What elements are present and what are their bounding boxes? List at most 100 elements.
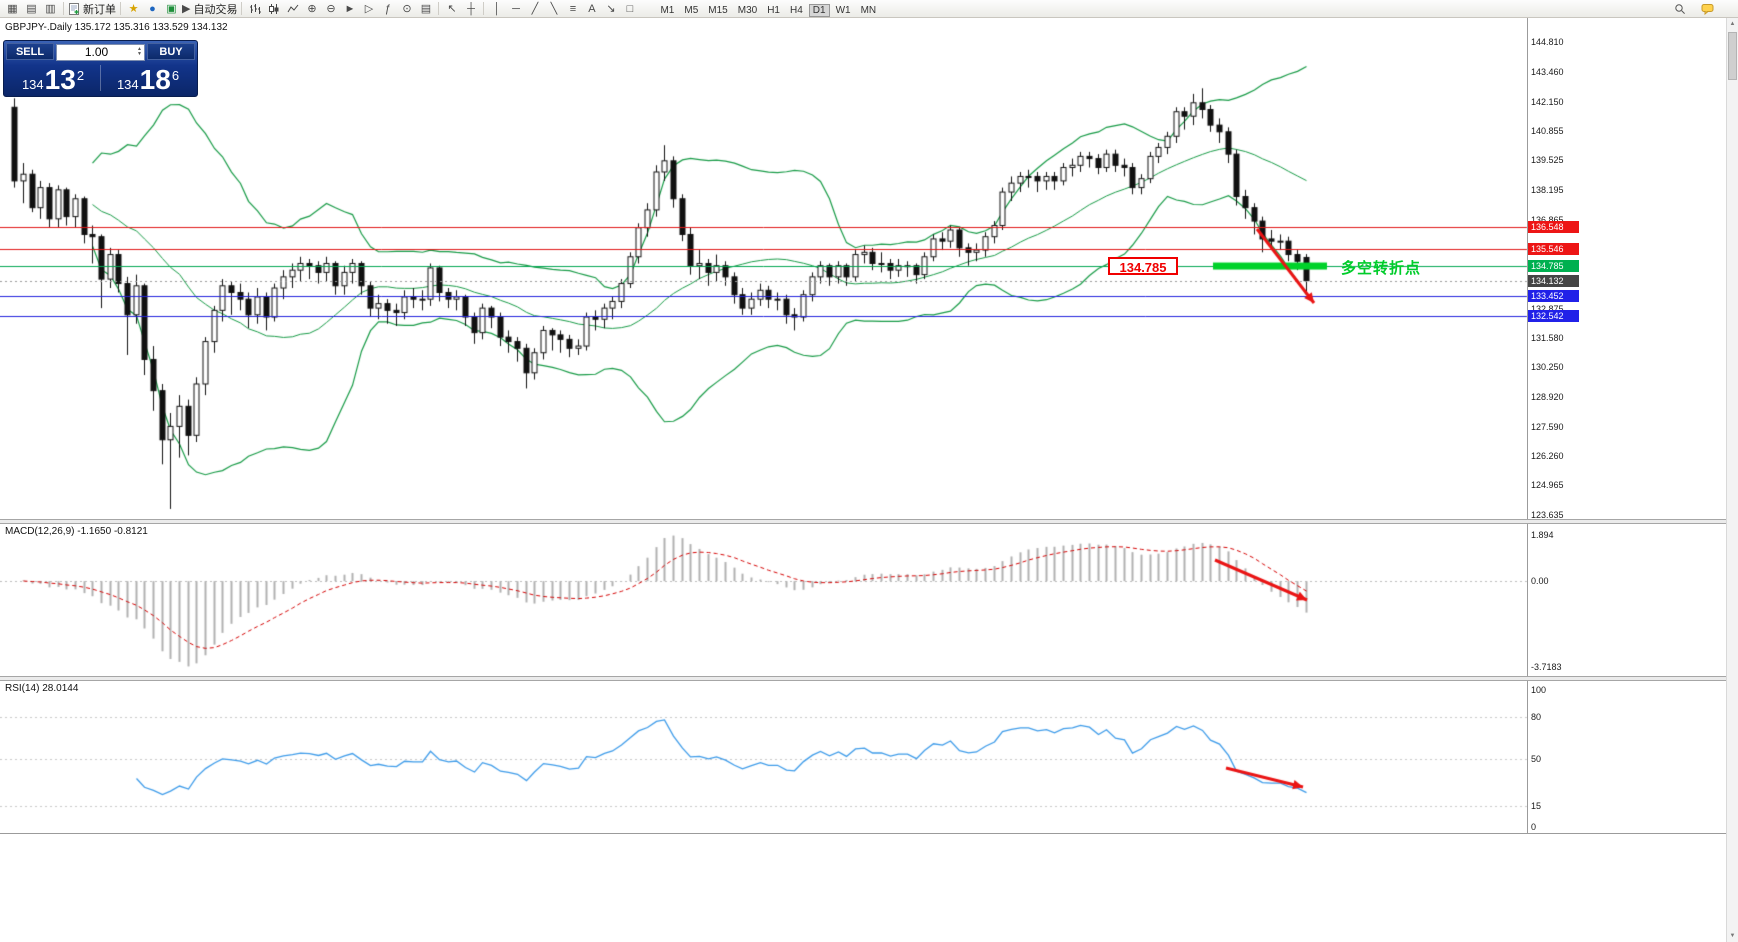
price-axis-border xyxy=(1527,18,1528,833)
price-axis-label: 131.580 xyxy=(1531,333,1564,343)
toolbar-separator xyxy=(438,2,440,15)
price-divider xyxy=(100,65,101,91)
price-axis-label: 136.865 xyxy=(1531,215,1564,225)
fibonacci-icon[interactable]: ≡ xyxy=(569,2,577,15)
new-order-label: 新订单 xyxy=(83,3,116,16)
timeframe-button-W1[interactable]: W1 xyxy=(835,4,851,16)
price-axis-label: 127.590 xyxy=(1531,422,1564,432)
timeframe-button-D1[interactable]: D1 xyxy=(808,3,830,17)
price-axis-label: 138.195 xyxy=(1531,185,1564,195)
templates-icon[interactable]: ▤ xyxy=(420,3,432,15)
chat-icon[interactable] xyxy=(1698,1,1717,16)
bar-chart-type-icon[interactable] xyxy=(245,1,264,16)
timeframe-button-MN[interactable]: MN xyxy=(860,4,877,16)
quote-prices: 134 13 2 134 18 6 xyxy=(6,60,195,96)
bid-price[interactable]: 134 13 2 xyxy=(6,65,100,93)
scrollbar-thumb[interactable] xyxy=(1728,32,1737,80)
ask-big-figure: 134 xyxy=(116,76,139,92)
timeframe-button-M1[interactable]: M1 xyxy=(660,4,675,16)
macd-scale-label: 1.894 xyxy=(1531,530,1554,540)
cursor-icon[interactable]: ↖ xyxy=(447,3,457,15)
indicators-icon[interactable]: ƒ xyxy=(384,2,392,15)
spinner-down-icon[interactable]: ▼ xyxy=(137,50,142,57)
timeframe-button-M30[interactable]: M30 xyxy=(737,4,758,16)
trendline-icon[interactable]: ╱ xyxy=(531,3,539,15)
line-chart-type-icon[interactable] xyxy=(283,1,302,16)
rsi-scale-label: 15 xyxy=(1531,801,1542,811)
price-axis-label: 126.260 xyxy=(1531,451,1564,461)
timeframe-button-M5[interactable]: M5 xyxy=(684,4,699,16)
auto-trading-play-icon: ▶ xyxy=(182,3,191,15)
zoom-out-icon[interactable]: ⊖ xyxy=(326,3,336,15)
shapes-tool-icon[interactable]: □ xyxy=(626,2,634,15)
profiles-icon[interactable]: ▥ xyxy=(45,3,56,15)
buy-button[interactable]: BUY xyxy=(147,43,195,60)
channel-icon[interactable]: ╲ xyxy=(550,3,558,15)
price-axis-label: 132.875 xyxy=(1531,304,1564,314)
new-order-icon xyxy=(69,2,79,15)
chart-shift-icon[interactable]: ▷ xyxy=(364,3,374,15)
bid-big-figure: 134 xyxy=(21,76,44,92)
zoom-in-icon[interactable]: ⊕ xyxy=(307,3,317,15)
toolbar-right-icons xyxy=(1670,1,1717,16)
arrows-tool-icon[interactable]: ↘ xyxy=(606,3,616,15)
price-axis-label: 143.460 xyxy=(1531,67,1564,77)
ask-price[interactable]: 134 18 6 xyxy=(101,65,195,93)
date-axis-border xyxy=(0,833,1727,834)
price-tag: 132.542 xyxy=(1528,310,1579,322)
price-axis-label: 144.810 xyxy=(1531,37,1564,47)
candlestick-chart-type-icon[interactable] xyxy=(264,1,283,16)
price-tag: 134.132 xyxy=(1528,275,1579,287)
toolbar-separator xyxy=(63,2,64,15)
bid-pipette: 2 xyxy=(76,67,85,83)
price-tag: 136.548 xyxy=(1528,221,1579,233)
data-window-icon[interactable]: ▣ xyxy=(166,3,177,15)
macd-scale-label: 0.00 xyxy=(1531,576,1549,586)
toolbar-separator xyxy=(241,2,243,15)
text-tool-icon[interactable]: A xyxy=(588,2,596,15)
rsi-title: RSI(14) 28.0144 xyxy=(5,683,79,694)
timeframe-button-H4[interactable]: H4 xyxy=(789,4,803,16)
price-axis-label: 123.635 xyxy=(1531,510,1564,520)
ask-pipette: 6 xyxy=(171,67,180,83)
volume-spinner[interactable]: ▲ ▼ xyxy=(135,44,144,59)
vertical-line-icon[interactable]: │ xyxy=(493,2,501,15)
price-axis-label: 140.855 xyxy=(1531,126,1564,136)
scroll-down-icon[interactable]: ▼ xyxy=(1729,933,1736,939)
price-tag: 135.546 xyxy=(1528,243,1579,255)
volume-input[interactable] xyxy=(56,43,145,61)
rsi-scale-label: 80 xyxy=(1531,712,1542,722)
rsi-scale-label: 0 xyxy=(1531,822,1537,832)
periods-icon[interactable]: ⊙ xyxy=(402,3,412,15)
timeframe-button-H1[interactable]: H1 xyxy=(767,4,780,16)
price-axis-label: 139.525 xyxy=(1531,155,1564,165)
panel-divider[interactable] xyxy=(0,676,1727,681)
vertical-scrollbar[interactable]: ▲ ▼ xyxy=(1726,18,1738,942)
auto-trading-label: 自动交易 xyxy=(193,3,238,16)
new-chart-icon[interactable]: ▤ xyxy=(26,3,37,15)
scroll-up-icon[interactable]: ▲ xyxy=(1729,21,1736,27)
crosshair-icon[interactable]: ┼ xyxy=(467,2,475,15)
price-tag: 134.785 xyxy=(1528,260,1579,272)
macd-scale-label: -3.7183 xyxy=(1531,662,1562,672)
price-axis-label: 130.250 xyxy=(1531,362,1564,372)
one-click-trading-panel: SELL ▲▼ BUY 134 13 2 134 18 6 xyxy=(3,40,198,97)
timeframe-button-M15[interactable]: M15 xyxy=(708,4,728,16)
sell-button[interactable]: SELL xyxy=(6,43,54,60)
rsi-scale-label: 50 xyxy=(1531,754,1542,764)
search-icon[interactable] xyxy=(1670,1,1689,16)
price-axis-label: 128.920 xyxy=(1531,392,1564,402)
horizontal-line-icon[interactable]: ─ xyxy=(512,2,520,15)
auto-trading-button[interactable]: ▶ 自动交易 xyxy=(181,1,238,16)
auto-scroll-icon[interactable]: ► xyxy=(344,2,356,15)
favorites-icon[interactable]: ★ xyxy=(128,3,139,15)
timeframe-group: M1 M5 M15 M30 H1 H4 D1 W1 MN xyxy=(655,0,881,18)
new-order-button[interactable]: 新订单 xyxy=(67,1,117,16)
panel-divider[interactable] xyxy=(0,519,1727,524)
chart-window-icon[interactable]: ▦ xyxy=(7,3,18,15)
toolbar: ▦ ▤ ▥ 新订单 ★ ● ▣ ▶ 自动交易 ⊕ ⊖ ► ▷ ƒ ⊙ ▤ ↖ ┼… xyxy=(0,0,1738,18)
market-watch-icon[interactable]: ● xyxy=(149,2,156,15)
spinner-up-icon[interactable]: ▲ xyxy=(137,45,142,52)
